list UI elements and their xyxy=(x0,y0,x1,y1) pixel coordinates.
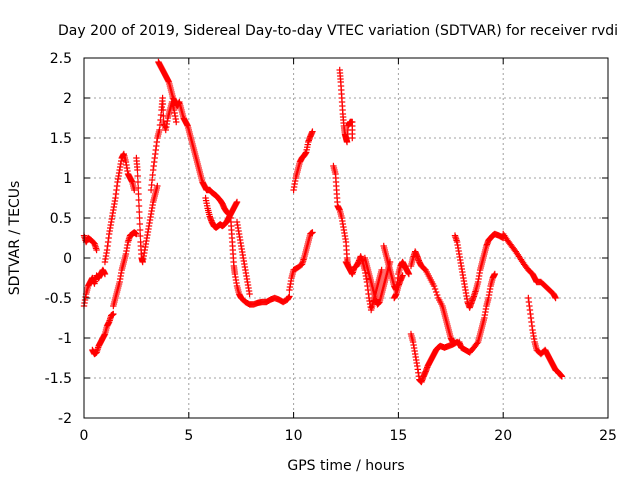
y-tick-label: -1.5 xyxy=(45,371,72,387)
data-point xyxy=(110,310,117,318)
data-point xyxy=(137,232,144,240)
y-tick-label: 1.5 xyxy=(50,131,72,147)
data-point xyxy=(552,294,559,302)
data-point xyxy=(433,291,441,299)
y-tick-label: 0.5 xyxy=(50,211,72,227)
y-tick-label: -1 xyxy=(58,331,72,347)
x-tick-label: 0 xyxy=(80,428,89,444)
data-point xyxy=(136,226,144,234)
data-point xyxy=(135,202,143,210)
data-point xyxy=(135,196,142,204)
data-point xyxy=(309,229,316,236)
data-point xyxy=(136,214,143,222)
y-tick-labels: -2 -1.5 -1 -0.5 0 0.5 1 1.5 2 2.5 xyxy=(45,51,72,427)
y-tick-label: 2.5 xyxy=(50,51,72,67)
data-point xyxy=(135,184,142,192)
data-point xyxy=(286,293,293,300)
chart-title: Day 200 of 2019, Sidereal Day-to-day VTE… xyxy=(58,23,618,39)
data-point xyxy=(246,290,253,298)
data-point xyxy=(558,373,566,380)
y-tick-label: 0 xyxy=(63,251,72,267)
data-point xyxy=(159,106,167,114)
data-point xyxy=(159,94,166,102)
data-point xyxy=(134,166,141,174)
data-point xyxy=(473,340,481,347)
data-point xyxy=(309,128,316,135)
data-point xyxy=(154,182,161,190)
data-point xyxy=(430,282,438,290)
data-point xyxy=(133,230,140,238)
data-points xyxy=(80,58,566,386)
y-tick-label: 2 xyxy=(63,91,72,107)
data-point xyxy=(405,270,413,278)
plot-frame xyxy=(83,57,609,419)
data-point xyxy=(93,246,100,254)
data-point xyxy=(159,100,167,108)
y-tick-label: -0.5 xyxy=(45,291,72,307)
x-tick-label: 5 xyxy=(184,428,193,444)
x-tick-label: 10 xyxy=(285,428,303,444)
data-point xyxy=(399,272,406,279)
data-point xyxy=(131,186,138,194)
x-axis-label: GPS time / hours xyxy=(287,458,404,474)
data-point xyxy=(491,270,499,278)
data-point xyxy=(134,172,141,180)
x-tick-label: 25 xyxy=(599,428,617,444)
data-point xyxy=(134,178,142,186)
data-point xyxy=(135,190,142,198)
y-axis-label: SDTVAR / TECUs xyxy=(7,181,23,296)
y-tick-label: -2 xyxy=(58,411,72,427)
data-point xyxy=(173,118,180,126)
data-point xyxy=(136,208,143,216)
data-point xyxy=(101,270,109,278)
x-tick-labels: 0 5 10 15 20 25 xyxy=(80,428,617,444)
data-point xyxy=(378,266,385,274)
data-point xyxy=(233,198,241,206)
data-point xyxy=(349,134,356,142)
data-point xyxy=(136,220,144,228)
data-point xyxy=(432,288,440,296)
data-point xyxy=(431,285,439,293)
y-tick-label: 1 xyxy=(63,171,72,187)
x-tick-label: 15 xyxy=(389,428,407,444)
x-tick-label: 20 xyxy=(494,428,512,444)
